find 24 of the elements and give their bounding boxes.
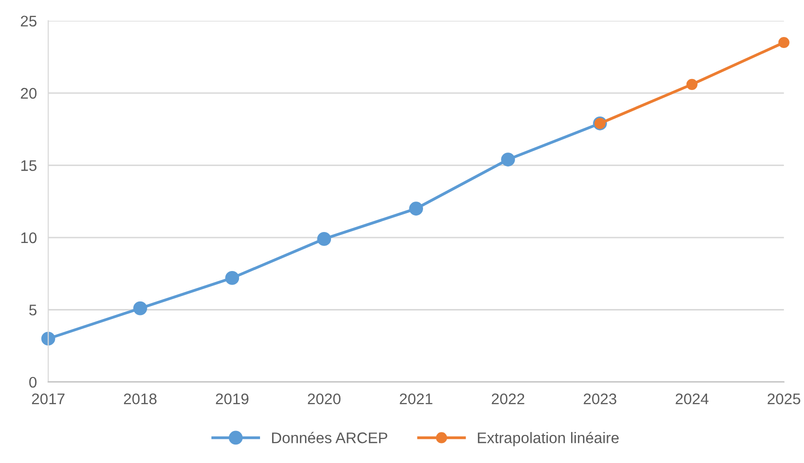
x-tick-label: 2025 [768, 393, 800, 404]
point [317, 232, 332, 246]
x-tick-label: 2024 [676, 393, 708, 404]
x-tick-label: 2021 [400, 393, 432, 404]
point [501, 152, 515, 166]
x-tick-label: 2022 [492, 393, 524, 404]
x-tick-label: 2017 [32, 393, 64, 404]
legend-label: Extrapolation linéaire [478, 432, 619, 446]
y-tick-label: 20 [20, 88, 37, 99]
x-tick-label: 2020 [308, 393, 341, 404]
y-tick-label: 15 [21, 160, 36, 171]
x-tick-label: 2019 [216, 393, 248, 404]
x-tick-label: 2018 [124, 393, 157, 404]
point [686, 78, 698, 90]
point [778, 36, 790, 48]
point [225, 271, 240, 285]
y-tick-label: 0 [29, 376, 37, 388]
x-tick-label: 2023 [584, 393, 616, 404]
y-tick-label: 10 [21, 232, 37, 244]
point [133, 301, 148, 316]
y-tick-label: 25 [20, 16, 36, 27]
y-tick-label: 5 [29, 304, 36, 316]
legend-label: Données ARCEP [272, 432, 388, 444]
point [409, 202, 424, 216]
